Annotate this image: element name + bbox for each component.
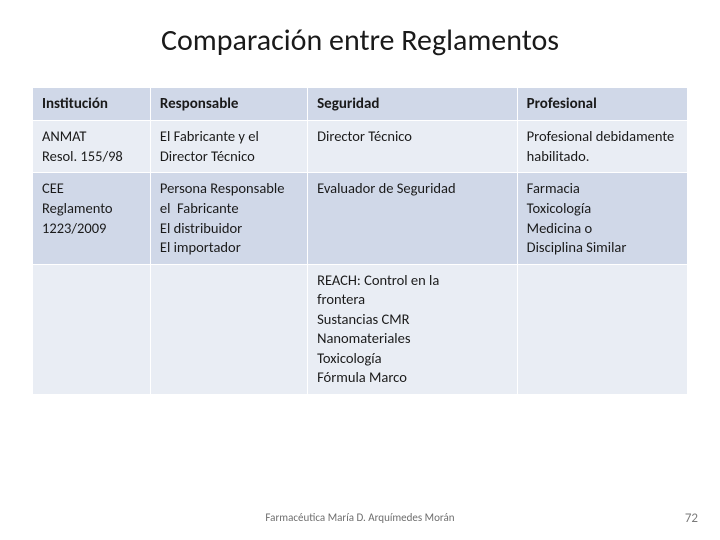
col-header-profesional: Profesional bbox=[517, 88, 687, 121]
cell-responsable: El Fabricante y el Director Técnico bbox=[150, 121, 307, 173]
comparison-table: Institución Responsable Seguridad Profes… bbox=[32, 87, 688, 395]
cell-seguridad: Evaluador de Seguridad bbox=[308, 173, 518, 264]
col-header-seguridad: Seguridad bbox=[308, 88, 518, 121]
cell-text: CEEReglamento1223/2009 bbox=[42, 179, 113, 236]
cell-profesional bbox=[517, 264, 687, 394]
cell-institucion bbox=[33, 264, 151, 394]
slide: Comparación entre Reglamentos Institució… bbox=[0, 0, 720, 540]
table-row: ANMATResol. 155/98 El Fabricante y el Di… bbox=[33, 121, 688, 173]
cell-profesional: FarmaciaToxicologíaMedicina oDisciplina … bbox=[517, 173, 687, 264]
cell-text: REACH: Control en lafronteraSustancias C… bbox=[317, 271, 439, 387]
col-header-institucion: Institución bbox=[33, 88, 151, 121]
table-header-row: Institución Responsable Seguridad Profes… bbox=[33, 88, 688, 121]
table-row: CEEReglamento1223/2009 Persona Responsab… bbox=[33, 173, 688, 264]
cell-profesional: Profesional debidamente habilitado. bbox=[517, 121, 687, 173]
cell-seguridad: REACH: Control en lafronteraSustancias C… bbox=[308, 264, 518, 394]
cell-responsable bbox=[150, 264, 307, 394]
page-number: 72 bbox=[685, 511, 698, 526]
footer-credit: Farmacéutica María D. Arquímedes Morán bbox=[0, 511, 720, 524]
cell-seguridad: Director Técnico bbox=[308, 121, 518, 173]
cell-text: Persona Responsableel FabricanteEl distr… bbox=[160, 179, 285, 256]
cell-text: ANMATResol. 155/98 bbox=[42, 127, 123, 165]
cell-responsable: Persona Responsableel FabricanteEl distr… bbox=[150, 173, 307, 264]
col-header-responsable: Responsable bbox=[150, 88, 307, 121]
cell-institucion: CEEReglamento1223/2009 bbox=[33, 173, 151, 264]
cell-institucion: ANMATResol. 155/98 bbox=[33, 121, 151, 173]
cell-text: FarmaciaToxicologíaMedicina oDisciplina … bbox=[527, 179, 627, 256]
table-row: REACH: Control en lafronteraSustancias C… bbox=[33, 264, 688, 394]
slide-title: Comparación entre Reglamentos bbox=[32, 22, 688, 59]
